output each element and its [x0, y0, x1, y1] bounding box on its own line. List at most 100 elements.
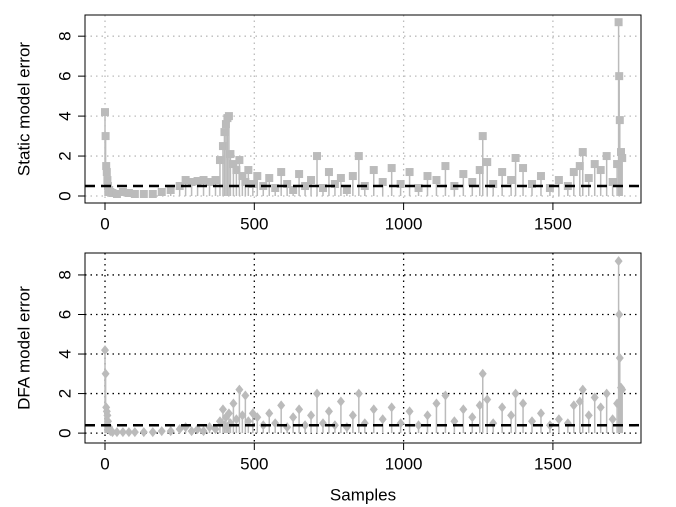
point	[139, 427, 148, 438]
point	[475, 166, 484, 175]
point	[238, 410, 247, 421]
point	[271, 418, 280, 429]
point	[554, 414, 563, 425]
x-tick-label: 500	[240, 214, 268, 233]
point	[324, 168, 333, 177]
point	[166, 426, 175, 437]
point	[618, 384, 627, 395]
y-tick-label: 0	[55, 428, 74, 437]
point	[519, 164, 528, 173]
point	[618, 154, 627, 163]
plot-frame	[84, 14, 642, 204]
point	[396, 418, 405, 429]
x-tick-label: 1500	[534, 214, 572, 233]
point	[528, 416, 537, 427]
point	[318, 184, 327, 193]
point	[536, 408, 545, 419]
point	[342, 422, 351, 433]
point	[157, 426, 166, 437]
point	[224, 112, 233, 121]
point	[405, 406, 414, 417]
point	[575, 162, 584, 171]
point	[360, 418, 369, 429]
point	[253, 412, 262, 423]
y-tick-label: 2	[55, 389, 74, 398]
point	[277, 168, 286, 177]
point	[295, 404, 304, 415]
point	[578, 148, 587, 157]
point	[307, 410, 316, 421]
point	[489, 418, 498, 429]
x-axis-label: Samples	[330, 485, 396, 504]
point	[614, 256, 623, 267]
point	[124, 427, 133, 438]
point	[102, 168, 111, 177]
point	[405, 168, 414, 177]
point	[498, 168, 507, 177]
point	[211, 424, 220, 435]
point	[378, 178, 387, 187]
y-tick-label: 8	[55, 270, 74, 279]
point	[148, 190, 157, 199]
point	[244, 416, 253, 427]
y-axis-label: Static model error	[14, 42, 33, 176]
point	[575, 396, 584, 407]
point	[441, 162, 450, 171]
point	[130, 190, 139, 199]
point	[615, 352, 624, 363]
point	[253, 172, 262, 181]
point	[423, 172, 432, 181]
point	[342, 186, 351, 195]
plot-frame	[84, 252, 642, 444]
point	[187, 426, 196, 437]
point	[507, 176, 516, 185]
y-tick-label: 4	[55, 349, 74, 358]
point	[578, 384, 587, 395]
point	[378, 414, 387, 425]
point	[205, 422, 214, 433]
point	[602, 152, 611, 161]
y-tick-label: 6	[55, 71, 74, 80]
point	[118, 427, 127, 438]
point	[483, 394, 492, 405]
point	[569, 400, 578, 411]
point	[414, 420, 423, 431]
point	[235, 156, 244, 165]
point	[354, 152, 363, 161]
point	[235, 384, 244, 395]
point	[348, 410, 357, 421]
point	[101, 132, 110, 141]
point	[277, 400, 286, 411]
point	[295, 170, 304, 179]
x-tick-label: 1000	[385, 454, 423, 473]
x-tick-label: 0	[100, 214, 109, 233]
point	[232, 414, 241, 425]
point	[211, 176, 220, 185]
x-tick-label: 1500	[534, 454, 572, 473]
point	[166, 186, 175, 195]
point	[468, 412, 477, 423]
point	[112, 427, 121, 438]
point	[614, 18, 623, 27]
point	[101, 345, 110, 356]
point	[175, 424, 184, 435]
point	[313, 152, 322, 161]
point	[369, 166, 378, 175]
point	[289, 186, 298, 195]
point	[478, 368, 487, 379]
point	[130, 427, 139, 438]
point	[148, 427, 157, 438]
point	[387, 402, 396, 413]
point	[354, 388, 363, 399]
point	[301, 420, 310, 431]
point	[459, 170, 468, 179]
point	[215, 156, 224, 165]
point	[536, 172, 545, 181]
point	[101, 108, 110, 117]
point	[519, 398, 528, 409]
point	[226, 150, 235, 159]
point	[596, 166, 605, 175]
point	[348, 172, 357, 181]
point	[498, 402, 507, 413]
point	[241, 390, 250, 401]
